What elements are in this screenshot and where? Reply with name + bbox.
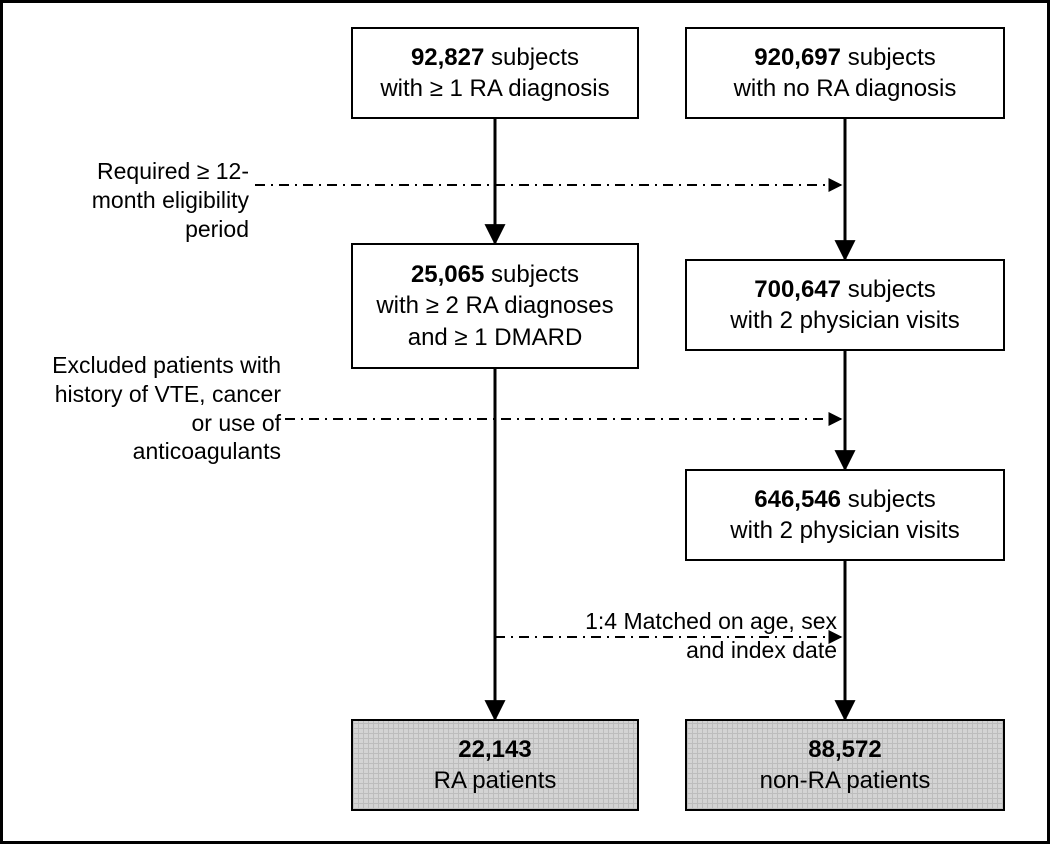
annotation-exclusion: Excluded patients with history of VTE, c… bbox=[3, 351, 281, 466]
unit: subjects bbox=[848, 486, 936, 513]
diagram-frame: 92,827 subjects with ≥ 1 RA diagnosis 92… bbox=[0, 0, 1050, 844]
box-desc: with ≥ 2 RA diagnoses bbox=[376, 290, 613, 321]
ann-line: history of VTE, cancer bbox=[3, 380, 281, 409]
box-desc: non-RA patients bbox=[760, 765, 931, 796]
count: 920,697 bbox=[754, 44, 841, 71]
box-ra-final: 22,143 RA patients bbox=[351, 719, 639, 811]
box-desc: with 2 physician visits bbox=[730, 305, 959, 336]
box-desc: RA patients bbox=[434, 765, 557, 796]
box-nonra-initial: 920,697 subjects with no RA diagnosis bbox=[685, 27, 1005, 119]
annotation-eligibility: Required ≥ 12- month eligibility period bbox=[3, 157, 249, 243]
ann-line: anticoagulants bbox=[3, 437, 281, 466]
ann-line: Excluded patients with bbox=[3, 351, 281, 380]
box-desc: with no RA diagnosis bbox=[734, 73, 957, 104]
box-ra-eligible: 25,065 subjects with ≥ 2 RA diagnoses an… bbox=[351, 243, 639, 369]
annotation-matching: 1:4 Matched on age, sex and index date bbox=[3, 607, 837, 665]
box-nonra-eligible: 700,647 subjects with 2 physician visits bbox=[685, 259, 1005, 351]
count: 700,647 bbox=[754, 276, 841, 303]
count: 22,143 bbox=[458, 734, 531, 765]
box-desc2: and ≥ 1 DMARD bbox=[408, 322, 583, 353]
unit: subjects bbox=[848, 276, 936, 303]
unit: subjects bbox=[491, 261, 579, 288]
box-ra-initial: 92,827 subjects with ≥ 1 RA diagnosis bbox=[351, 27, 639, 119]
ann-line: and index date bbox=[3, 636, 837, 665]
count: 88,572 bbox=[808, 734, 881, 765]
count: 646,546 bbox=[754, 486, 841, 513]
box-desc: with 2 physician visits bbox=[730, 515, 959, 546]
ann-line: month eligibility bbox=[3, 186, 249, 215]
unit: subjects bbox=[491, 44, 579, 71]
count: 92,827 bbox=[411, 44, 484, 71]
box-desc: with ≥ 1 RA diagnosis bbox=[380, 73, 609, 104]
count: 25,065 bbox=[411, 261, 484, 288]
box-nonra-excluded: 646,546 subjects with 2 physician visits bbox=[685, 469, 1005, 561]
ann-line: period bbox=[3, 215, 249, 244]
ann-line: Required ≥ 12- bbox=[3, 157, 249, 186]
unit: subjects bbox=[848, 44, 936, 71]
ann-line: or use of bbox=[3, 409, 281, 438]
ann-line: 1:4 Matched on age, sex bbox=[3, 607, 837, 636]
box-nonra-final: 88,572 non-RA patients bbox=[685, 719, 1005, 811]
